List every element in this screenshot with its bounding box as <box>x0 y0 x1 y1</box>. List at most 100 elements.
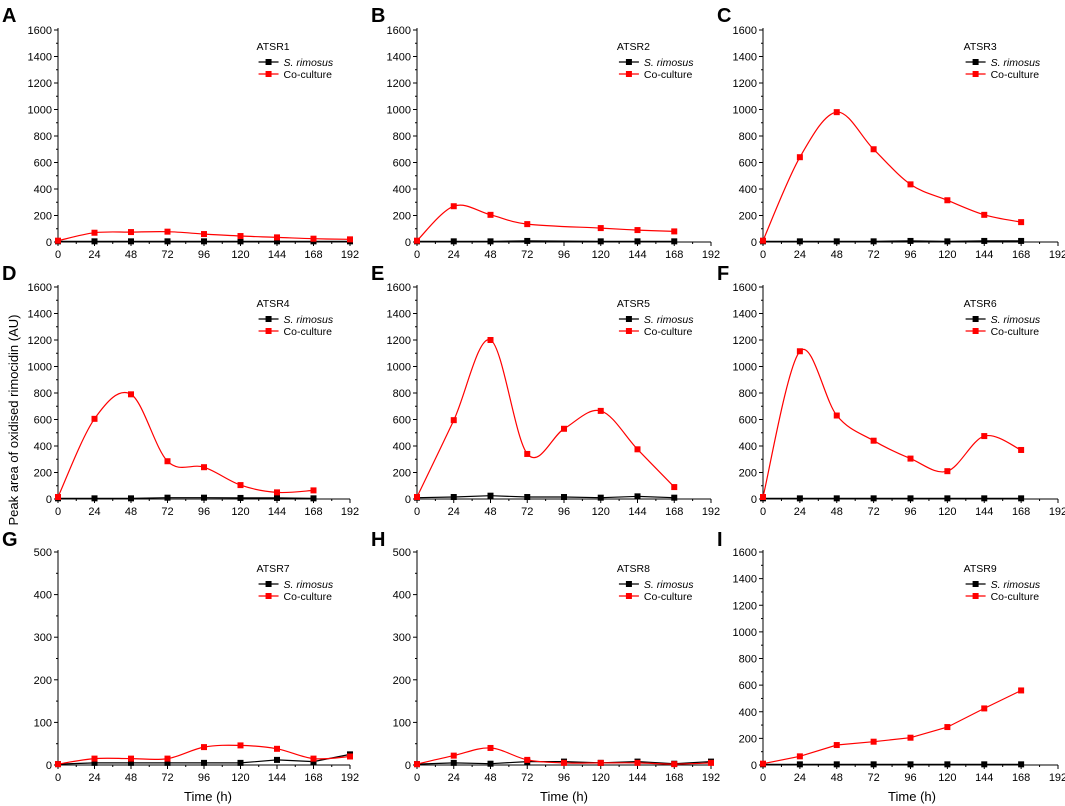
x-tick-label: 192 <box>1049 249 1065 261</box>
data-point-s-rimosus <box>237 238 244 245</box>
y-tick-label: 1000 <box>733 105 757 117</box>
data-point-s-rimosus <box>907 761 914 768</box>
panel-c: C 0 200 400 600 800 1000 1200 1400 1600 0 24 48 72 96 1… <box>717 5 1065 261</box>
y-tick-label: 1400 <box>733 309 757 321</box>
data-point-s-rimosus <box>450 238 457 245</box>
legend-label: Co-culture <box>284 326 333 338</box>
x-tick-label: 96 <box>904 506 916 518</box>
data-point-co-culture <box>708 759 714 766</box>
data-point-co-culture <box>91 229 98 236</box>
y-tick-label: 1600 <box>733 547 757 559</box>
data-point-co-culture <box>91 415 98 422</box>
data-point-co-culture <box>164 228 171 235</box>
data-point-s-rimosus <box>981 495 988 502</box>
data-point-co-culture <box>55 761 61 768</box>
data-point-co-culture <box>487 211 494 218</box>
data-point-co-culture <box>760 237 766 244</box>
x-tick-label: 120 <box>231 249 249 261</box>
legend-title: ATSR9 <box>964 563 997 575</box>
y-tick-label: 1400 <box>733 52 757 64</box>
x-axis-title-right: Time (h) <box>888 789 936 804</box>
y-tick-label: 100 <box>34 717 52 729</box>
legend-label: Co-culture <box>284 591 333 603</box>
legend-marker <box>972 581 979 587</box>
x-tick-label: 24 <box>448 772 460 784</box>
data-point-s-rimosus <box>201 238 207 245</box>
y-tick-label: 1000 <box>387 362 411 374</box>
x-tick-label: 96 <box>198 772 210 784</box>
legend-marker <box>972 328 979 334</box>
x-tick-label: 144 <box>628 506 646 518</box>
data-point-co-culture <box>981 705 988 712</box>
data-point-s-rimosus <box>274 238 280 245</box>
data-point-s-rimosus <box>796 238 803 245</box>
data-point-s-rimosus <box>944 238 951 245</box>
legend-title: ATSR4 <box>257 298 290 310</box>
x-tick-label: 168 <box>1012 506 1030 518</box>
legend-title: ATSR6 <box>964 298 997 310</box>
x-tick-label: 24 <box>88 772 100 784</box>
x-tick-label: 192 <box>702 772 720 784</box>
data-point-co-culture <box>164 755 171 762</box>
x-tick-label: 48 <box>125 772 137 784</box>
data-point-s-rimosus <box>981 761 988 768</box>
x-tick-label: 48 <box>484 506 496 518</box>
y-tick-label: 400 <box>34 590 52 602</box>
x-tick-label: 24 <box>88 249 100 261</box>
x-tick-label: 48 <box>125 506 137 518</box>
data-point-s-rimosus <box>561 494 567 501</box>
data-point-co-culture <box>310 487 317 494</box>
panel-i: I 0 200 400 600 800 1000 1200 1400 1600 0 24 48 72 96 1… <box>717 529 1065 784</box>
x-tick-label: 168 <box>665 249 683 261</box>
y-tick-label: 400 <box>34 441 52 453</box>
data-point-s-rimosus <box>671 494 678 501</box>
legend-title: ATSR7 <box>257 563 290 575</box>
data-point-s-rimosus <box>524 237 531 244</box>
data-point-s-rimosus <box>1018 495 1025 502</box>
y-tick-label: 500 <box>34 547 52 559</box>
y-tick-label: 800 <box>393 388 411 400</box>
x-tick-label: 192 <box>702 249 720 261</box>
y-tick-label: 1600 <box>733 282 757 294</box>
y-tick-label: 1600 <box>733 25 757 37</box>
data-point-co-culture <box>671 484 678 491</box>
x-tick-label: 72 <box>521 249 533 261</box>
data-point-co-culture <box>907 734 914 741</box>
panel-f: F 0 200 400 600 800 1000 1200 1400 1600 0 24 48 72 96 1… <box>717 263 1065 518</box>
data-point-co-culture <box>944 468 951 475</box>
panel-letter: C <box>717 5 731 27</box>
legend-title: ATSR5 <box>617 298 650 310</box>
y-tick-label: 1200 <box>28 78 52 90</box>
data-point-co-culture <box>796 348 803 355</box>
data-point-co-culture <box>91 755 98 762</box>
data-point-s-rimosus <box>944 761 951 768</box>
y-tick-label: 400 <box>34 184 52 196</box>
data-point-co-culture <box>201 464 207 471</box>
data-point-co-culture <box>597 225 604 232</box>
legend-title: ATSR3 <box>964 41 997 53</box>
x-tick-label: 144 <box>628 772 646 784</box>
y-tick-label: 800 <box>34 388 52 400</box>
y-tick-label: 1400 <box>387 52 411 64</box>
x-tick-label: 120 <box>592 249 610 261</box>
x-tick-label: 168 <box>304 249 322 261</box>
data-point-co-culture <box>870 146 877 153</box>
legend-marker <box>625 316 632 322</box>
legend-label: Co-culture <box>644 69 693 81</box>
legend-title: ATSR2 <box>617 41 650 53</box>
panel-letter: A <box>2 5 16 27</box>
data-point-co-culture <box>981 211 988 218</box>
y-tick-label: 300 <box>393 632 411 644</box>
data-point-co-culture <box>597 759 604 766</box>
data-point-co-culture <box>561 425 567 432</box>
data-point-co-culture <box>201 231 207 238</box>
data-point-s-rimosus <box>634 493 641 500</box>
data-point-s-rimosus <box>164 238 171 245</box>
y-tick-label: 1600 <box>28 25 52 37</box>
y-axis-title: Peak area of oxidised rimocidin (AU) <box>6 315 21 526</box>
y-tick-label: 500 <box>393 547 411 559</box>
data-point-co-culture <box>944 197 951 204</box>
x-tick-label: 0 <box>55 249 61 261</box>
x-tick-label: 24 <box>794 249 806 261</box>
y-tick-label: 1000 <box>387 105 411 117</box>
